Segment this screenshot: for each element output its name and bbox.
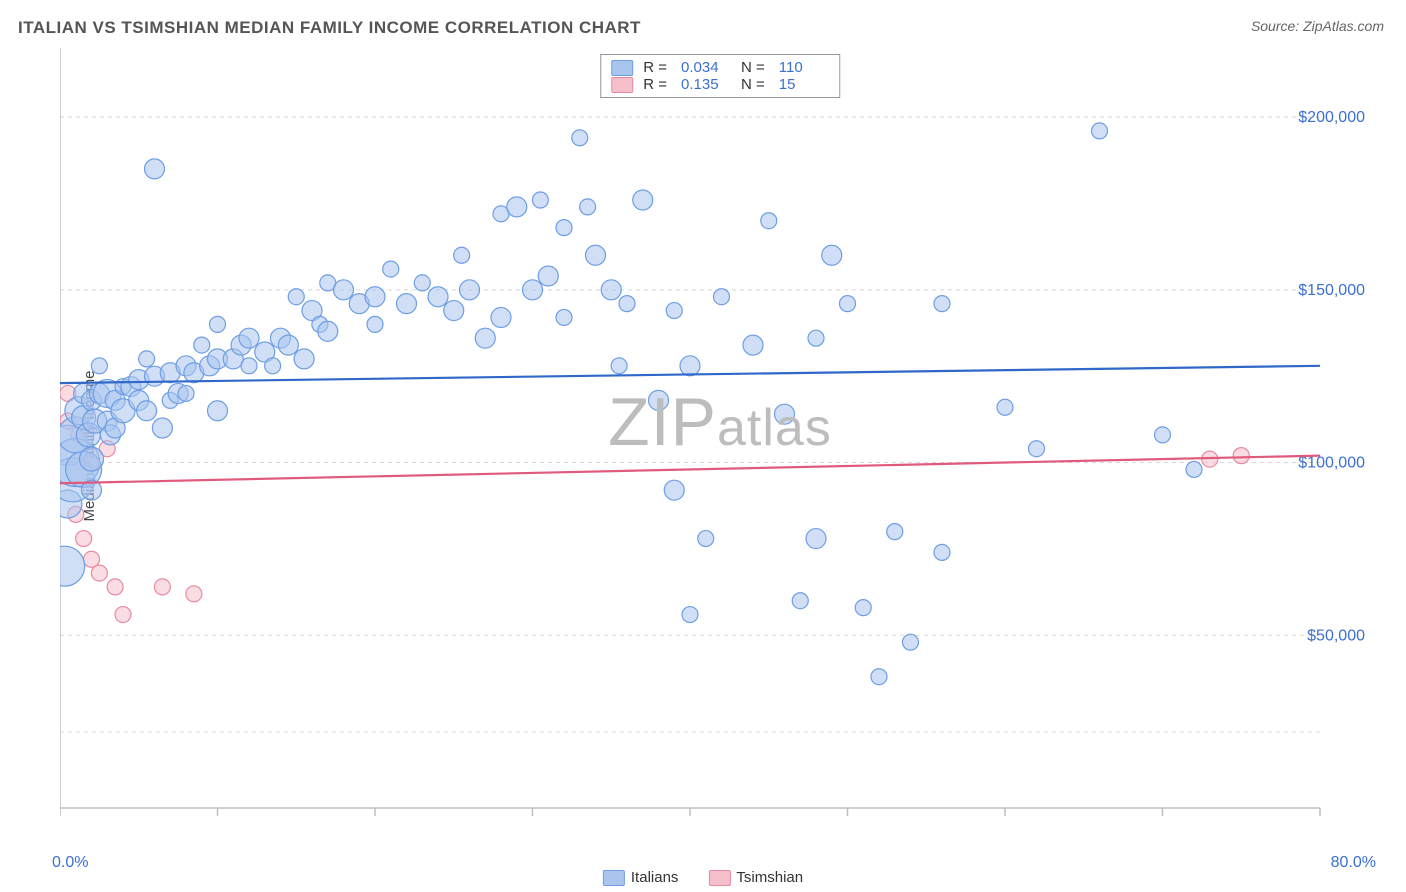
- swatch-italians: [611, 60, 633, 76]
- svg-text:$50,000: $50,000: [1307, 627, 1365, 644]
- r-value-it: 0.034: [681, 59, 731, 76]
- plot-area: ZIPatlas $50,000$100,000$150,000$200,000…: [60, 48, 1380, 828]
- n-label-it: N =: [741, 59, 765, 76]
- legend-label-tsimshian: Tsimshian: [736, 869, 803, 886]
- swatch-italians-2: [603, 870, 625, 886]
- chart-container: ITALIAN VS TSIMSHIAN MEDIAN FAMILY INCOM…: [0, 0, 1406, 892]
- swatch-tsimshian-2: [708, 870, 730, 886]
- x-axis-max-label: 80.0%: [1331, 854, 1376, 872]
- legend-stats: R = 0.034 N = 110 R = 0.135 N = 15: [600, 54, 840, 98]
- r-label-ts: R =: [643, 76, 667, 93]
- svg-text:$100,000: $100,000: [1298, 455, 1365, 472]
- source-label: Source: ZipAtlas.com: [1251, 18, 1384, 34]
- legend-stats-row-italians: R = 0.034 N = 110: [611, 59, 829, 76]
- n-label-ts: N =: [741, 76, 765, 93]
- legend-stats-row-tsimshian: R = 0.135 N = 15: [611, 76, 829, 93]
- legend-item-tsimshian: Tsimshian: [708, 869, 803, 886]
- r-value-ts: 0.135: [681, 76, 731, 93]
- legend-label-italians: Italians: [631, 869, 679, 886]
- x-axis-min-label: 0.0%: [52, 854, 88, 872]
- legend-series: Italians Tsimshian: [603, 869, 803, 886]
- swatch-tsimshian: [611, 77, 633, 93]
- svg-text:$150,000: $150,000: [1298, 282, 1365, 299]
- legend-item-italians: Italians: [603, 869, 679, 886]
- n-value-ts: 15: [779, 76, 829, 93]
- svg-text:$200,000: $200,000: [1298, 109, 1365, 126]
- r-label-it: R =: [643, 59, 667, 76]
- chart-svg: $50,000 $100,000 $150,000 $200,000: [60, 48, 1380, 828]
- chart-title: ITALIAN VS TSIMSHIAN MEDIAN FAMILY INCOM…: [18, 18, 641, 38]
- n-value-it: 110: [779, 59, 829, 76]
